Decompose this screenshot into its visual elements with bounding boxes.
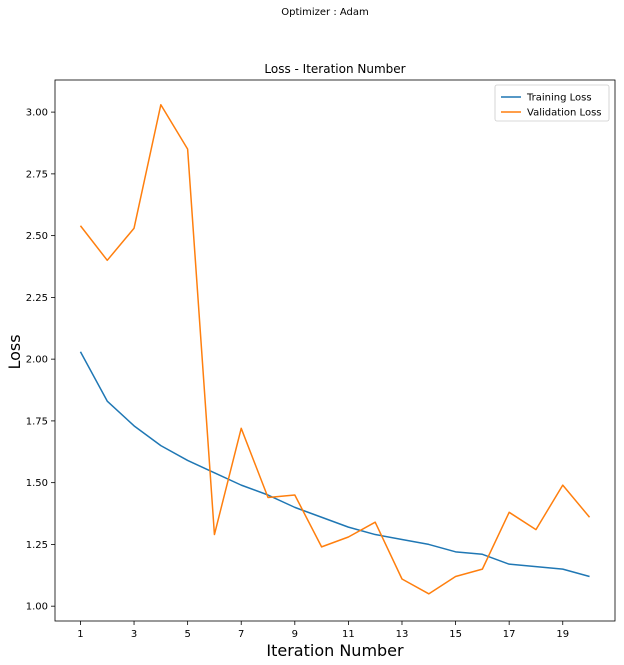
x-tick-label: 7 <box>238 629 244 640</box>
x-tick-label: 15 <box>449 629 462 640</box>
y-tick-label: 2.25 <box>26 293 48 304</box>
x-tick-label: 9 <box>292 629 298 640</box>
y-tick-label: 2.50 <box>26 231 48 242</box>
x-axis-ticks: 1 3 5 7 9 11 13 15 17 19 <box>77 621 569 640</box>
y-axis-ticks: 1.00 1.25 1.50 1.75 2.00 2.25 2.50 2.75 3.00 <box>26 108 55 613</box>
y-tick-label: 2.75 <box>26 169 48 180</box>
x-tick-label: 3 <box>131 629 137 640</box>
chart-title: Loss - Iteration Number <box>264 62 405 76</box>
x-axis-label: Iteration Number <box>266 641 404 660</box>
training-loss-legend-label: Training Loss <box>526 93 592 104</box>
y-axis-label: Loss <box>5 334 24 369</box>
y-tick-label: 1.25 <box>26 540 48 551</box>
y-tick-label: 1.75 <box>26 416 48 427</box>
plot-frame <box>54 79 616 622</box>
x-tick-label: 17 <box>503 629 516 640</box>
y-tick-label: 2.00 <box>26 355 48 366</box>
y-tick-label: 1.50 <box>26 478 48 489</box>
x-tick-label: 19 <box>556 629 569 640</box>
x-tick-label: 1 <box>77 629 83 640</box>
validation-loss-legend-label: Validation Loss <box>527 108 602 119</box>
x-tick-label: 5 <box>184 629 190 640</box>
y-tick-label: 1.00 <box>26 602 48 613</box>
validation-loss-line <box>79 103 591 595</box>
figure-suptitle: Optimizer : Adam <box>281 7 369 18</box>
legend-box <box>494 84 610 122</box>
legend: Training Loss Validation Loss <box>494 84 610 122</box>
x-tick-label: 11 <box>342 629 355 640</box>
training-loss-line <box>79 351 590 578</box>
series-lines <box>79 103 591 595</box>
y-tick-label: 3.00 <box>26 108 48 119</box>
x-tick-label: 13 <box>396 629 409 640</box>
